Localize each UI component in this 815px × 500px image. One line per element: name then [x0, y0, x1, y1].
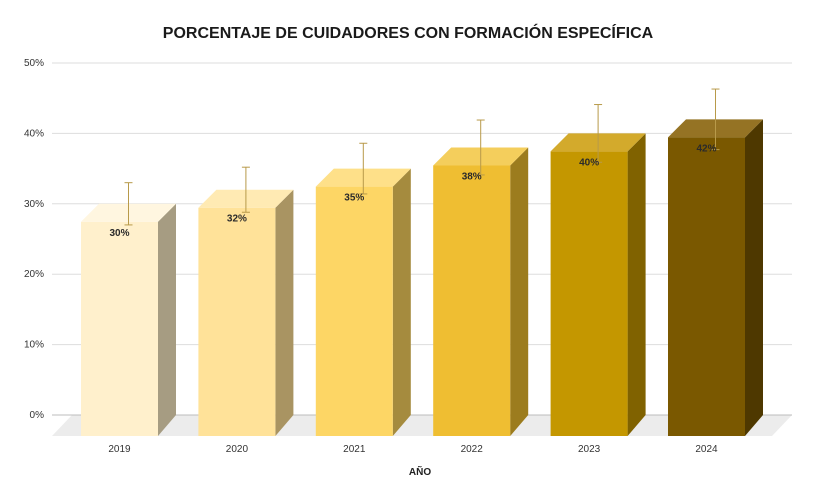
data-label: 32%: [227, 214, 247, 225]
x-axis-ticks: 2019 2020 2021 2022 2023 2024: [108, 444, 718, 455]
data-label: 42%: [696, 143, 716, 154]
x-tick-label: 2024: [695, 444, 718, 455]
error-bar: [124, 182, 133, 226]
bars: [81, 119, 763, 437]
bar-front: [81, 221, 158, 436]
bar-side: [275, 189, 294, 436]
y-tick-label: 20%: [24, 269, 44, 280]
bar-2022: [433, 147, 529, 437]
bar-front: [433, 165, 511, 437]
error-bar: [476, 119, 485, 176]
bar-front: [198, 207, 276, 436]
bar-2020: [198, 189, 294, 436]
y-tick-label: 0%: [30, 410, 45, 421]
bar-2023: [550, 133, 646, 436]
bar-side: [510, 147, 529, 437]
y-tick-label: 50%: [24, 58, 44, 69]
x-tick-label: 2021: [343, 444, 366, 455]
x-tick-label: 2023: [578, 444, 601, 455]
y-tick-label: 10%: [24, 340, 44, 351]
bar-front: [550, 151, 628, 436]
y-tick-label: 30%: [24, 199, 44, 210]
x-tick-label: 2019: [108, 444, 131, 455]
x-tick-label: 2022: [461, 444, 484, 455]
x-axis-label: AÑO: [409, 465, 431, 478]
error-bar: [594, 104, 603, 163]
bar-front: [315, 186, 393, 436]
error-bar: [241, 166, 250, 213]
data-labels: 30% 32% 35% 38% 40% 42%: [109, 143, 716, 238]
bar-2021: [315, 168, 411, 436]
bar-side: [158, 203, 176, 436]
y-tick-label: 40%: [24, 128, 44, 139]
y-axis-ticks: 0% 10% 20% 30% 40% 50%: [24, 58, 44, 421]
error-bar: [359, 142, 368, 195]
bar-side: [627, 133, 646, 436]
bar-2024: [668, 119, 763, 436]
data-label: 30%: [109, 228, 129, 239]
chart-title: PORCENTAJE DE CUIDADORES CON FORMACIÓN E…: [163, 23, 654, 42]
error-bars: [124, 88, 720, 226]
bar-side: [745, 119, 763, 436]
bar-front: [668, 137, 745, 436]
error-bar: [711, 88, 720, 151]
bar-side: [392, 168, 411, 436]
data-label: 40%: [579, 157, 599, 168]
data-label: 35%: [344, 193, 364, 204]
x-tick-label: 2020: [226, 444, 249, 455]
data-label: 38%: [462, 171, 482, 182]
